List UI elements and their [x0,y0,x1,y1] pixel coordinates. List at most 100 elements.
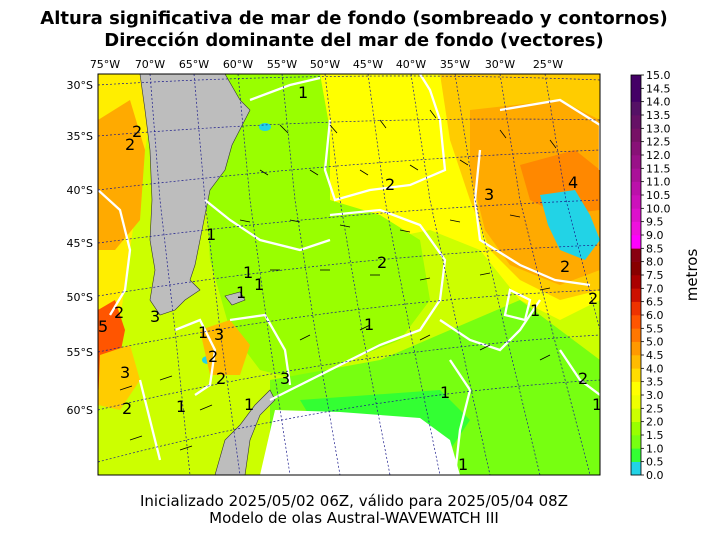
colorbar-tick-label: 9.5 [646,216,664,229]
contour-lines [98,74,600,475]
wave-direction-vectors [119,109,557,451]
colorbar-segment [631,248,641,262]
colorbar-segment [631,435,641,449]
colorbar-segment [631,421,641,436]
contour-label: 1 [458,455,468,474]
colorbar-segment [631,301,641,316]
colorbar-tick-label: 13.5 [646,109,671,122]
contour-label: 1 [364,315,374,334]
colorbar-segment [631,88,641,102]
lat-label: 40°S [67,184,93,197]
lon-label: 70°W [135,58,165,71]
lon-label: 75°W [90,58,120,71]
contour-label: 2 [578,369,588,388]
colorbar-tick-label: 7.0 [646,282,664,295]
map-frame [97,73,601,476]
footer-model: Modelo de olas Austral-WAVEWATCH III [209,509,499,527]
land-falklands [224,291,246,306]
colorbar-tick-label: 14.5 [646,82,671,95]
lon-label: 30°W [485,58,515,71]
colorbar-tick-label: 10.0 [646,202,671,215]
colorbar-tick-label: 12.5 [646,136,671,149]
colorbar-segment [631,75,641,89]
lon-label: 35°W [440,58,470,71]
lon-label: 25°W [533,58,563,71]
colorbar-tick-label: 8.5 [646,242,664,255]
contour-label: 3 [214,325,224,344]
colorbar-tick-label: 5.5 [646,322,664,335]
contour-label: 3 [120,363,130,382]
colorbar-segment [631,461,641,476]
contour-label: 2 [122,399,132,418]
graticule [98,74,600,475]
colorbar-segment [631,275,641,289]
contour-label: 2 [588,289,598,308]
map-title: Altura significativa de mar de fondo (so… [40,8,668,29]
contour-label: 3 [484,185,494,204]
contour-label: 2 [132,122,142,141]
colorbar-tick-label: 4.0 [646,362,664,375]
colorbar-segment [631,408,641,422]
colorbar-segment [631,168,641,182]
land-south-america [139,74,251,316]
map-subtitle: Dirección dominante del mar de fondo (ve… [104,30,604,51]
colorbar-segment [631,355,641,369]
colorbar-segment [631,181,641,196]
lat-label: 55°S [67,346,93,359]
colorbar-tick-label: 9.0 [646,229,664,242]
colorbar-segment [631,221,641,236]
lon-label: 45°W [353,58,383,71]
field-cyan-north [259,123,271,131]
contour-label: 3 [150,307,160,326]
colorbar-tick-label: 11.0 [646,176,671,189]
lat-label: 30°S [67,79,93,92]
colorbar-segment [631,141,641,156]
colorbar-segment [631,128,641,142]
colorbar-tick-label: 2.5 [646,402,664,415]
colorbar-segment [631,315,641,329]
colorbar-segment [631,115,641,129]
colorbar-unit-label: metros [683,249,701,302]
contour-label: 1 [176,397,186,416]
contour-label: 1 [592,395,602,414]
colorbar-tick-label: 12.0 [646,149,671,162]
colorbar-segment [631,448,641,462]
contour-label: 2 [125,135,135,154]
colorbar-tick-label: 13.0 [646,122,671,135]
field-orange-west [98,100,145,250]
colorbar-segment [631,341,641,356]
contour-label: 1 [244,395,254,414]
lat-label: 45°S [67,237,93,250]
colorbar-tick-label: 6.0 [646,309,664,322]
colorbar-tick-label: 15.0 [646,69,671,82]
lon-label: 50°W [310,58,340,71]
contour-label: 2 [560,257,570,276]
colorbar-tick-label: 10.5 [646,189,671,202]
colorbar-tick-label: 7.5 [646,269,664,282]
colorbar-tick-label: 6.5 [646,296,664,309]
colorbar-tick-label: 5.0 [646,336,664,349]
contour-label: 2 [385,175,395,194]
lon-label: 55°W [267,58,297,71]
contour-label: 1 [254,275,264,294]
lon-label: 60°W [223,58,253,71]
contour-label: 1 [198,323,208,342]
contour-label: 1 [206,225,216,244]
colorbar-tick-label: 1.5 [646,429,664,442]
colorbar-tick-label: 3.0 [646,389,664,402]
colorbar-tick-label: 2.0 [646,416,664,429]
field-green-central [205,74,430,380]
colorbar-segment [631,395,641,409]
land-antarctic-peninsula [214,389,276,475]
contour-label-group: 1 2 2 3 4 2 2 1 1 1 1 2 1 1 5 2 3 1 3 2 … [98,83,602,474]
field-orange-sw [98,345,140,410]
colorbar-segment [631,235,641,249]
colorbar-segment [631,155,641,169]
contour-label: 3 [280,369,290,388]
colorbar-tick-label: 14.0 [646,96,671,109]
contour-label: 4 [568,173,578,192]
lon-label: 65°W [179,58,209,71]
contour-label: 2 [216,369,226,388]
footer-init-valid: Inicializado 2025/05/02 06Z, válido para… [140,492,568,510]
